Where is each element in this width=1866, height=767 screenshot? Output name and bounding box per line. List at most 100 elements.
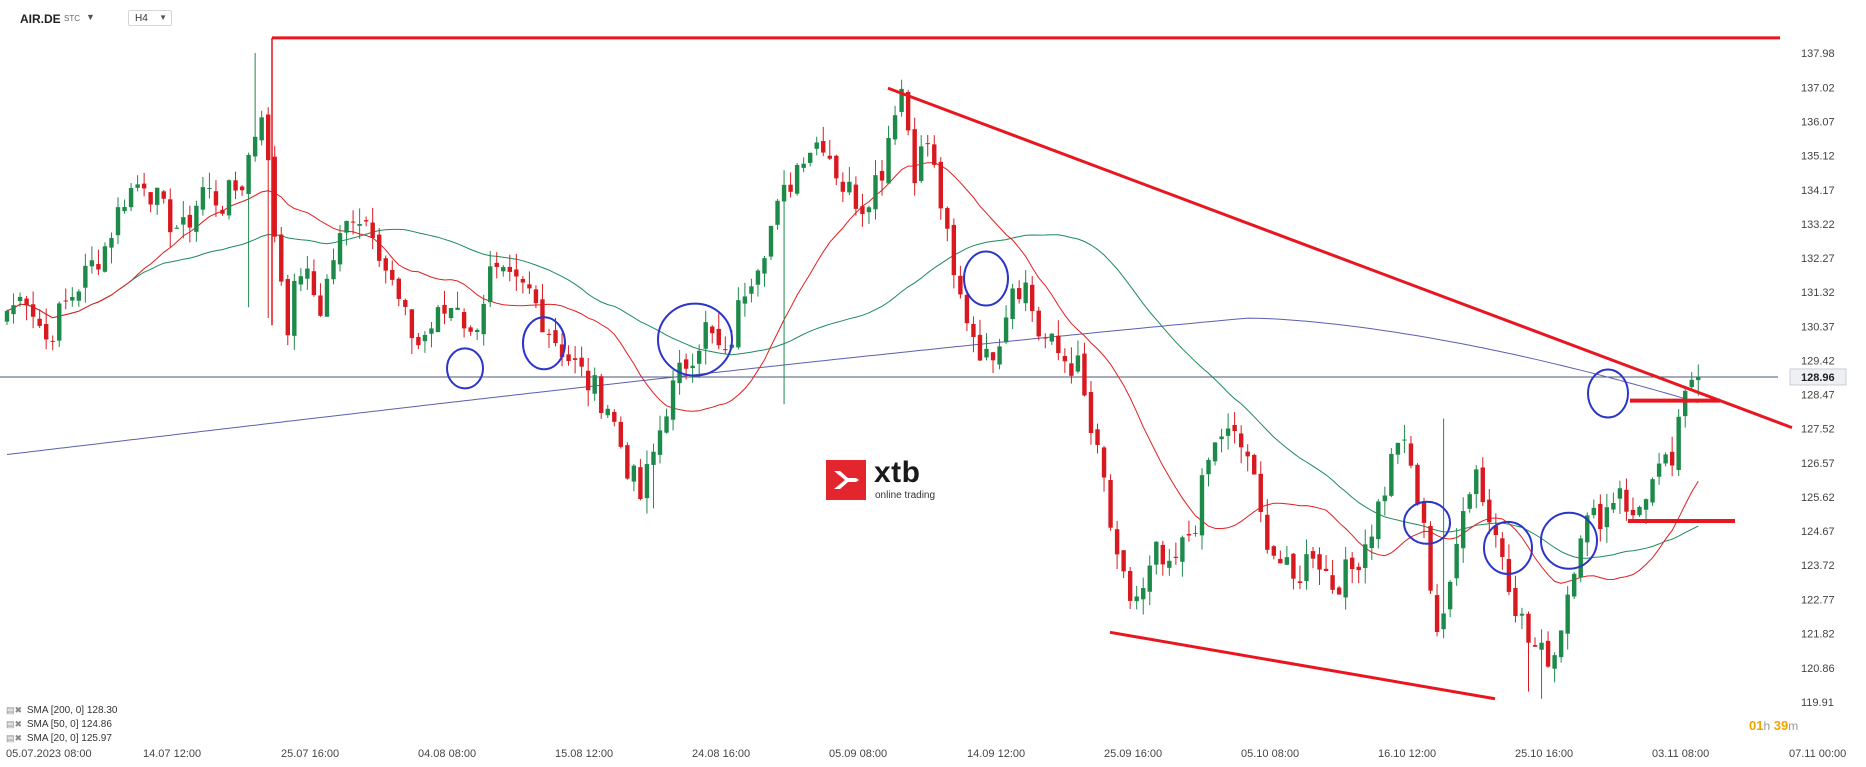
candle — [1428, 521, 1433, 594]
chevron-down-icon: ▼ — [159, 13, 167, 22]
candle-body — [141, 183, 147, 189]
candle-body — [879, 170, 885, 181]
candle — [860, 193, 865, 227]
candle — [520, 276, 526, 294]
candle-body — [670, 380, 676, 420]
price-tick-label: 127.52 — [1801, 424, 1835, 436]
candle — [422, 331, 428, 353]
candle-body — [1023, 282, 1028, 304]
legend-item-sma50[interactable]: ▤✖ SMA [50, 0] 124.86 — [6, 719, 112, 730]
candle — [1141, 577, 1146, 615]
candle — [644, 450, 650, 514]
candle — [1389, 448, 1394, 498]
time-tick-label: 05.09 08:00 — [829, 748, 887, 760]
timer-minutes: 39 — [1773, 718, 1789, 733]
candle — [625, 442, 630, 480]
candle — [997, 338, 1002, 370]
candle — [533, 285, 539, 309]
sma-200-line — [6, 317, 1699, 455]
price-tick-label: 134.17 — [1801, 185, 1835, 197]
candle-body — [892, 115, 898, 140]
candle-body — [1330, 575, 1335, 590]
candle-body — [618, 421, 624, 447]
candle — [579, 346, 584, 377]
candle — [337, 225, 343, 272]
candle — [357, 208, 362, 239]
candle — [266, 107, 271, 319]
candle-body — [213, 191, 219, 206]
candle-body — [1069, 363, 1074, 376]
legend-item-sma200[interactable]: ▤✖ SMA [200, 0] 128.30 — [6, 705, 117, 716]
candle-body — [1389, 453, 1394, 496]
candle-body — [194, 205, 199, 232]
price-tick-label: 123.72 — [1801, 560, 1835, 572]
candle — [96, 249, 101, 276]
candle — [1513, 575, 1518, 623]
candle — [435, 304, 441, 333]
candle-body — [4, 310, 10, 322]
candle-body — [331, 260, 336, 280]
candle — [853, 176, 859, 216]
candle — [1095, 423, 1100, 454]
candle — [1245, 444, 1250, 472]
candle-body — [422, 334, 428, 342]
candle — [1545, 631, 1551, 668]
candle — [1317, 547, 1322, 585]
candle — [1356, 562, 1361, 584]
candle — [474, 328, 480, 340]
candle-body — [1558, 630, 1564, 658]
candle-body — [1043, 337, 1048, 339]
candle-body — [1617, 488, 1623, 499]
visibility-icon[interactable]: ▤✖ — [6, 733, 23, 743]
candle-body — [279, 234, 284, 282]
candle-body — [1460, 511, 1466, 549]
visibility-icon[interactable]: ▤✖ — [6, 705, 23, 715]
candle-body — [1408, 443, 1414, 466]
candle-body — [723, 349, 728, 351]
candle-body — [305, 268, 310, 279]
candle-body — [148, 192, 153, 205]
candle — [455, 291, 460, 311]
candle — [292, 273, 297, 350]
visibility-icon[interactable]: ▤✖ — [6, 719, 23, 729]
candle — [958, 265, 963, 299]
candle — [886, 125, 891, 184]
price-tick-label: 120.86 — [1801, 663, 1835, 675]
time-axis[interactable]: 05.07.2023 08:00 14.07 12:00 25.07 16:00 04… — [6, 748, 1846, 760]
timeframe-select[interactable]: H4 ▼ — [128, 10, 172, 26]
candle-body — [788, 184, 793, 192]
candle-body — [1317, 554, 1322, 570]
symbol-dropdown-icon[interactable]: ▼ — [86, 12, 95, 22]
candle-body — [873, 175, 878, 210]
candle — [501, 264, 506, 277]
candle — [24, 295, 29, 321]
candle-body — [1447, 581, 1453, 610]
legend-item-sma20[interactable]: ▤✖ SMA [20, 0] 125.97 — [6, 733, 112, 744]
candle — [442, 290, 447, 325]
candle-body — [1598, 503, 1603, 530]
candle — [135, 175, 140, 192]
candle-body — [1101, 447, 1107, 478]
price-tick-label: 137.02 — [1801, 82, 1835, 94]
candle-body — [1206, 459, 1211, 475]
candle-body — [501, 267, 506, 272]
candle — [788, 172, 793, 198]
timeframe-value: H4 — [135, 13, 148, 24]
candle-body — [696, 350, 702, 364]
candle — [703, 310, 708, 365]
candle — [892, 105, 898, 145]
candle-body — [1572, 573, 1577, 597]
candle-body — [997, 346, 1002, 365]
candle-body — [625, 445, 630, 479]
candle — [612, 409, 617, 427]
candle — [964, 292, 970, 332]
symbol-name[interactable]: AIR.DE — [20, 12, 61, 26]
candle-body — [1082, 353, 1087, 396]
candle — [1441, 418, 1446, 639]
candle-body — [409, 309, 415, 339]
candle — [1493, 513, 1499, 548]
candle-body — [416, 336, 421, 346]
price-axis[interactable]: 137.98 137.02 136.07 135.12 134.17 133.22 132.… — [1789, 48, 1847, 709]
candle — [174, 224, 179, 229]
